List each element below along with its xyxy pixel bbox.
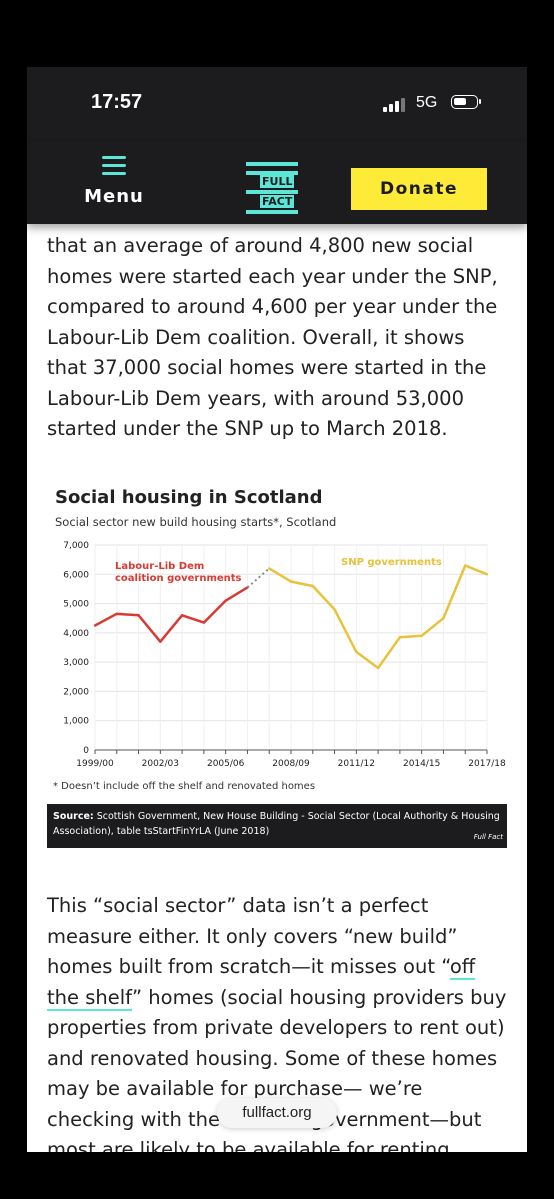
- full-fact-logo[interactable]: FULL FACT: [246, 162, 298, 214]
- menu-label: Menu: [84, 186, 144, 207]
- x-tick-label: 2011/12: [338, 759, 375, 769]
- y-tick-label: 4,000: [63, 629, 89, 639]
- site-header: Menu FULL FACT Donate: [27, 142, 527, 224]
- social-housing-chart: Social housing in Scotland Social sector…: [47, 487, 507, 849]
- data-point: [355, 650, 358, 654]
- network-label: 5G: [416, 94, 438, 111]
- series-line-labour-libdem: [94, 586, 249, 643]
- data-point: [93, 624, 97, 627]
- menu-button[interactable]: Menu: [79, 156, 149, 207]
- chart-footnote: * Doesn’t include off the shelf and reno…: [53, 781, 316, 792]
- y-tick-label: 2,000: [63, 687, 89, 697]
- data-point: [289, 580, 293, 583]
- battery-icon: [451, 95, 481, 109]
- hamburger-icon: [102, 156, 126, 176]
- logo-text-top: FULL: [260, 175, 295, 188]
- chart-subtitle: Social sector new build housing starts*,…: [55, 515, 337, 529]
- data-point: [376, 666, 380, 670]
- y-tick-label: 5,000: [63, 600, 89, 610]
- data-point: [464, 564, 467, 567]
- signal-icon: [383, 98, 407, 112]
- y-tick-label: 0: [83, 746, 89, 756]
- data-point: [485, 573, 489, 576]
- y-tick-label: 1,000: [63, 717, 89, 727]
- off-the-shelf-link[interactable]: off the shelf: [47, 955, 476, 1011]
- donate-button[interactable]: Donate: [351, 168, 487, 210]
- y-tick-label: 3,000: [63, 658, 89, 668]
- address-bar[interactable]: fullfact.org: [217, 1098, 337, 1128]
- series-label-labour-libdem: Labour-Lib Dem coalition governments: [115, 561, 242, 584]
- y-tick-label: 7,000: [63, 541, 89, 551]
- source-text: Scottish Government, New House Building …: [53, 811, 500, 837]
- data-point: [333, 608, 336, 611]
- logo-text-bottom: FACT: [260, 195, 295, 208]
- article-paragraph-1: that an average of around 4,800 new soci…: [47, 234, 498, 440]
- data-point: [268, 567, 271, 570]
- status-bar: 17:57 5G: [27, 67, 527, 142]
- y-tick-label: 6,000: [63, 570, 89, 580]
- data-point: [137, 614, 140, 617]
- chart-source: Source: Scottish Government, New House B…: [47, 804, 507, 848]
- x-tick-label: 2005/06: [207, 759, 245, 769]
- x-tick-label: 2002/03: [142, 759, 179, 769]
- x-tick-label: 2017/18: [468, 759, 506, 769]
- chart-plot: 0 1,000 2,000 3,000 4,000 5,000 6,000 7,000 1999…: [63, 541, 506, 769]
- data-point: [180, 614, 184, 617]
- x-tick-label: 2014/15: [403, 759, 440, 769]
- article-paragraph-2: This “social sector” data isn’t a perfec…: [47, 894, 507, 1152]
- phone-screen: 17:57 5G Menu FULL FACT Donate that an a…: [27, 67, 527, 1152]
- source-logo: Full Fact: [473, 833, 503, 841]
- data-point: [420, 634, 423, 637]
- data-point: [115, 612, 118, 616]
- x-tick-label: 1999/00: [76, 759, 114, 769]
- data-point: [159, 640, 162, 643]
- source-label: Source:: [53, 811, 94, 822]
- data-point: [398, 636, 402, 639]
- data-point: [311, 584, 314, 588]
- data-point: [224, 599, 227, 602]
- data-point: [442, 617, 445, 620]
- x-tick-label: 2008/09: [272, 759, 310, 769]
- chart-title: Social housing in Scotland: [55, 487, 323, 508]
- series-label-snp: SNP governments: [341, 557, 442, 568]
- data-point: [202, 621, 206, 624]
- clock: 17:57: [91, 91, 143, 113]
- transition-line: [246, 567, 270, 589]
